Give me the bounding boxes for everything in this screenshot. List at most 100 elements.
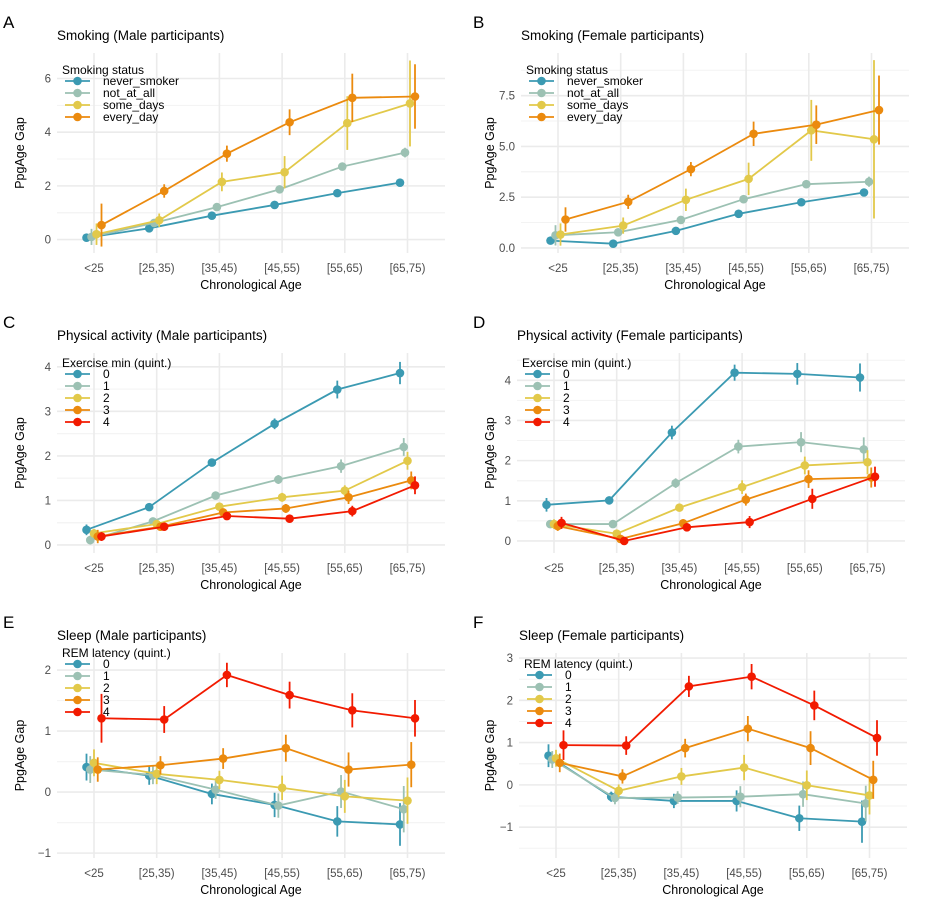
- panel-title: Smoking (Male participants): [57, 28, 224, 43]
- x-tick-label: [25,35): [139, 868, 175, 880]
- series-line: [101, 484, 416, 538]
- panel-A: 0 2 4 6 <25 [25,35) [35,45) [45,55) [55,65) [65,7…: [3, 13, 445, 292]
- data-point: [275, 185, 284, 194]
- data-point: [864, 177, 874, 187]
- y-tick-label: 0: [507, 780, 513, 792]
- data-point: [222, 670, 232, 680]
- data-point: [222, 511, 232, 521]
- series-4: [97, 662, 420, 743]
- x-tick-label: [35,45): [663, 868, 699, 880]
- legend-key-point: [535, 706, 544, 716]
- x-tick-label: <25: [84, 868, 104, 880]
- data-point: [211, 491, 220, 500]
- data-point: [681, 195, 691, 205]
- x-tick-label: [35,45): [665, 263, 701, 275]
- series-2: [551, 749, 874, 815]
- data-point: [872, 733, 882, 743]
- data-point: [403, 796, 412, 805]
- series-4: [559, 663, 882, 760]
- series-every_day: [561, 75, 884, 232]
- legend-label: 3: [565, 704, 572, 718]
- legend-label: some_days: [567, 98, 628, 112]
- data-point: [869, 134, 879, 144]
- data-point: [561, 215, 570, 224]
- data-point: [348, 506, 357, 516]
- data-point: [810, 701, 819, 710]
- legend-label: 0: [565, 668, 572, 682]
- data-point: [730, 368, 739, 377]
- data-point: [280, 167, 289, 177]
- y-tick-label: 1: [507, 738, 513, 750]
- data-point: [410, 92, 420, 101]
- data-point: [859, 445, 869, 454]
- data-point: [749, 129, 758, 139]
- x-tick-label: <25: [546, 868, 566, 880]
- data-point: [859, 188, 869, 197]
- panel-B: 0.0 2.5 5.0 7.5 <25 [25,35) [35,45) [45,55) [55,…: [473, 13, 909, 292]
- data-point: [855, 373, 865, 382]
- series-some_days: [92, 60, 415, 245]
- x-axis-title: Chronological Age: [662, 883, 764, 897]
- data-point: [405, 99, 415, 108]
- data-point: [156, 760, 165, 770]
- legend-title: Exercise min (quint.): [522, 356, 631, 370]
- legend-label: 3: [563, 403, 570, 417]
- y-tick-label: 3: [45, 406, 51, 418]
- data-point: [215, 775, 224, 785]
- x-tick-label: [45,55): [264, 868, 300, 880]
- series-line: [560, 129, 875, 236]
- data-point: [621, 741, 631, 750]
- legend-label: 3: [103, 403, 110, 417]
- x-tick-label: [45,55): [724, 563, 760, 575]
- data-point: [808, 494, 817, 504]
- data-point: [348, 93, 357, 103]
- series-2: [89, 451, 412, 538]
- data-point: [857, 817, 867, 826]
- y-tick-label: 6: [45, 74, 51, 86]
- y-tick-label: 0.0: [499, 243, 515, 255]
- data-point: [274, 801, 283, 810]
- series-line: [86, 181, 401, 239]
- x-tick-label: [45,55): [728, 263, 764, 275]
- legend-label: every_day: [567, 110, 622, 124]
- data-point: [619, 536, 629, 546]
- legend-label: 4: [565, 716, 572, 730]
- y-tick-label: 4: [45, 127, 52, 139]
- x-tick-label: [25,35): [603, 263, 639, 275]
- legend-label: 2: [103, 681, 110, 695]
- data-point: [277, 783, 287, 793]
- series-not_at_all: [551, 176, 874, 246]
- x-axis-title: Chronological Age: [664, 278, 766, 292]
- data-point: [207, 458, 217, 467]
- legend-key-point: [535, 682, 544, 692]
- data-point: [798, 789, 808, 799]
- legend-title: REM latency (quint.): [62, 646, 171, 660]
- data-point: [557, 518, 566, 528]
- x-tick-label: [55,65): [791, 263, 827, 275]
- data-point: [861, 799, 871, 808]
- data-point: [610, 793, 620, 803]
- data-point: [340, 486, 350, 495]
- legend-label: 4: [563, 415, 570, 429]
- data-point: [796, 437, 806, 447]
- y-tick-label: 3: [507, 653, 513, 665]
- legend-key-point: [73, 671, 82, 681]
- x-tick-label: <25: [84, 263, 104, 275]
- data-point: [739, 194, 748, 204]
- x-tick-label: [65,75): [850, 563, 886, 575]
- data-point: [144, 502, 154, 512]
- series-line: [561, 475, 876, 542]
- data-point: [800, 461, 810, 470]
- data-point: [684, 682, 694, 691]
- series-line: [555, 180, 870, 237]
- data-point: [410, 480, 420, 490]
- x-tick-label: [55,65): [327, 563, 363, 575]
- data-point: [218, 754, 228, 763]
- y-tick-label: 2: [507, 695, 513, 707]
- legend-key-point: [73, 76, 82, 86]
- data-point: [804, 474, 813, 484]
- legend-title: REM latency (quint.): [524, 657, 633, 671]
- panel-title: Sleep (Male participants): [57, 628, 206, 643]
- data-point: [865, 791, 874, 800]
